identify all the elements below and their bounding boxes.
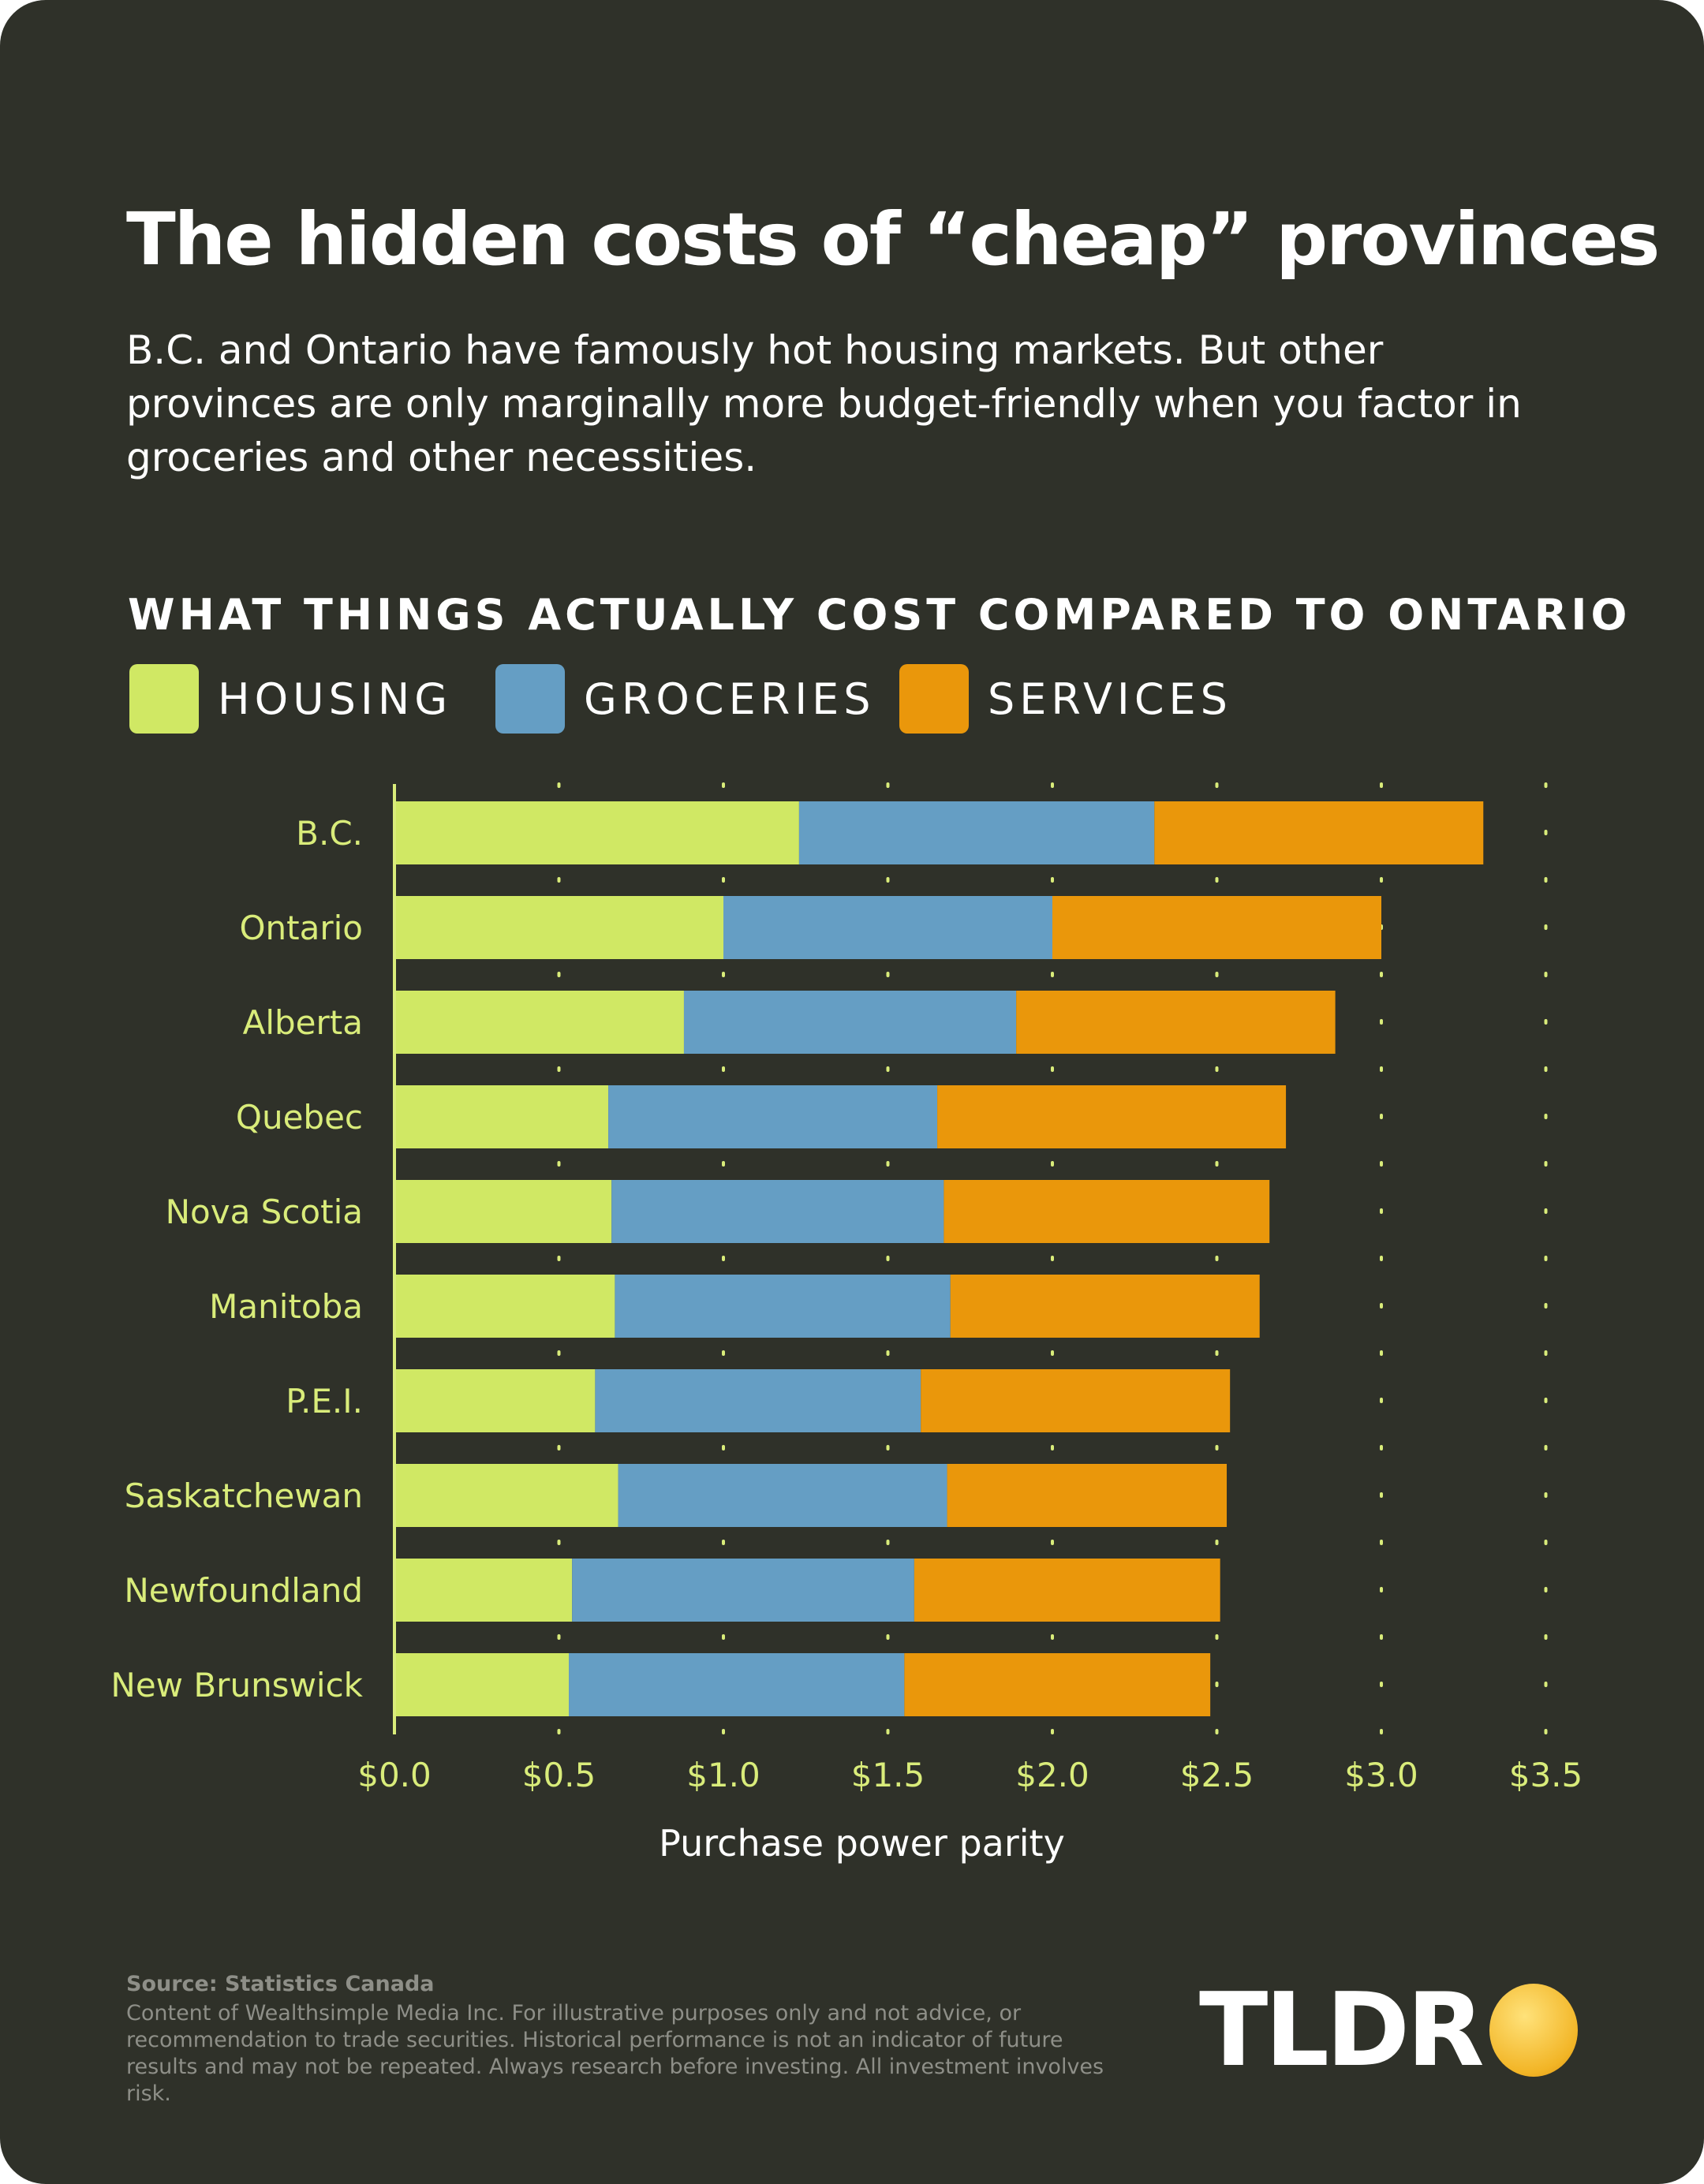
bar-services: [950, 1275, 1260, 1338]
legend-item-housing: HOUSING: [129, 664, 452, 734]
money-mouth-face-icon: [1489, 1984, 1578, 2077]
bar-housing: [394, 801, 799, 864]
bar-services: [947, 1464, 1228, 1527]
x-axis-label: Purchase power parity: [659, 1822, 1065, 1865]
bar-groceries: [611, 1180, 944, 1243]
bar-housing: [394, 1275, 615, 1338]
bar-groceries: [595, 1369, 921, 1432]
disclaimer: Content of Wealthsimple Media Inc. For i…: [126, 2001, 1104, 2106]
page-title: The hidden costs of “cheap” provinces: [126, 197, 1660, 282]
category-label: P.E.I.: [286, 1382, 363, 1421]
legend-item-services: SERVICES: [899, 664, 1232, 734]
bar-services: [904, 1653, 1211, 1716]
legend-swatch-services: [899, 664, 969, 734]
bar-housing: [394, 1464, 618, 1527]
x-tick-label: $2.0: [1015, 1756, 1089, 1794]
bar-services: [914, 1559, 1220, 1622]
bar-groceries: [723, 896, 1052, 959]
bar-services: [944, 1180, 1270, 1243]
bar-groceries: [798, 801, 1155, 864]
x-tick-label: $0.0: [357, 1756, 432, 1794]
bar-services: [1052, 896, 1381, 959]
category-label: Ontario: [239, 909, 363, 947]
bar-services: [921, 1369, 1231, 1432]
x-tick-label: $3.0: [1344, 1756, 1418, 1794]
legend-item-groceries: GROCERIES: [495, 664, 876, 734]
category-label: Saskatchewan: [125, 1477, 363, 1515]
bar-services: [1154, 801, 1484, 864]
x-tick-label: $3.5: [1509, 1756, 1583, 1794]
bar-housing: [394, 1653, 570, 1716]
bar-groceries: [608, 1085, 938, 1148]
bar-groceries: [572, 1559, 914, 1622]
x-tick-label: $0.5: [522, 1756, 596, 1794]
category-label: New Brunswick: [110, 1666, 363, 1704]
source-note: Source: Statistics Canada: [126, 1972, 435, 1996]
bar-housing: [394, 1180, 612, 1243]
category-label: B.C.: [296, 814, 363, 853]
tldr-logo: TLDR: [1199, 1972, 1485, 2089]
bar-services: [1016, 991, 1336, 1054]
subtitle: B.C. and Ontario have famously hot housi…: [126, 327, 1522, 480]
legend-label: HOUSING: [218, 674, 453, 724]
category-label: Quebec: [236, 1098, 363, 1137]
bar-services: [937, 1085, 1287, 1148]
bar-housing: [394, 991, 684, 1054]
legend-label: GROCERIES: [584, 674, 876, 724]
x-tick-label: $1.5: [851, 1756, 925, 1794]
x-tick-label: $1.0: [686, 1756, 760, 1794]
category-label: Alberta: [243, 1003, 363, 1042]
bar-housing: [394, 1559, 573, 1622]
bar-housing: [394, 1085, 609, 1148]
legend-label: SERVICES: [988, 674, 1232, 724]
bar-groceries: [618, 1464, 947, 1527]
bar-groceries: [569, 1653, 905, 1716]
legend-swatch-groceries: [495, 664, 565, 734]
bar-groceries: [683, 991, 1017, 1054]
legend-swatch-housing: [129, 664, 199, 734]
bar-groceries: [615, 1275, 951, 1338]
x-tick-label: $2.5: [1180, 1756, 1254, 1794]
category-label: Newfoundland: [124, 1571, 363, 1610]
bar-housing: [394, 896, 723, 959]
category-label: Nova Scotia: [166, 1193, 363, 1231]
category-label: Manitoba: [209, 1287, 363, 1326]
bar-housing: [394, 1369, 596, 1432]
chart-title: WHAT THINGS ACTUALLY COST COMPARED TO ON…: [128, 590, 1631, 640]
